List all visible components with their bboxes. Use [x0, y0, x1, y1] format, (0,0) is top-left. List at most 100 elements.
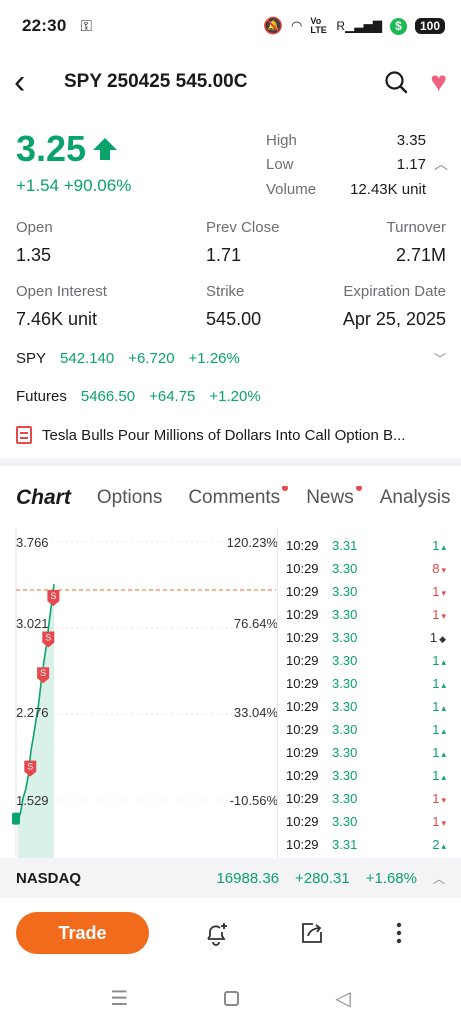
- status-time: 22:30: [22, 16, 67, 35]
- trade-time: 10:29: [286, 699, 319, 714]
- underlying-quote[interactable]: SPY 542.140 +6.720 +1.26% ﹀: [16, 350, 446, 367]
- trade-row: 10:29 3.30 1 ▴: [286, 764, 446, 787]
- tab-chart[interactable]: Chart: [16, 486, 71, 509]
- more-options-icon[interactable]: [395, 920, 403, 946]
- status-icons: 🔕 ◠ Vo LTE R▁▃▅▇ $ 100: [263, 16, 445, 36]
- underlying-pct: +1.26%: [188, 350, 240, 367]
- search-icon[interactable]: [384, 70, 408, 94]
- open-label: Open: [16, 218, 53, 236]
- strike-value: 545.00: [206, 308, 262, 329]
- trade-volume-value: 1: [432, 745, 440, 760]
- open-interest-label: Open Interest: [16, 282, 107, 300]
- index-ticker-bar[interactable]: NASDAQ 16988.36 +280.31 +1.68% ︿: [0, 858, 461, 898]
- trade-row: 10:29 3.30 1 ▾: [286, 810, 446, 833]
- pct-label-top: 120.23%: [226, 535, 278, 550]
- sell-marker[interactable]: S: [37, 667, 50, 684]
- news-document-icon: [16, 426, 32, 444]
- page-title: SPY 250425 545.00C: [64, 71, 248, 92]
- trade-price: 3.30: [332, 722, 358, 737]
- price-block: 3.25 +1.54 +90.06%: [16, 128, 216, 196]
- tab-bar: Chart Options Comments News Analysis: [16, 486, 461, 510]
- trade-row: 10:29 3.30 1 ▴: [286, 672, 446, 695]
- tab-options[interactable]: Options: [96, 487, 163, 508]
- trade-price: 3.30: [332, 791, 358, 806]
- trade-price: 3.30: [332, 561, 358, 576]
- trade-volume: 1 ▴: [432, 722, 446, 737]
- trade-row: 10:29 3.30 1 ▴: [286, 695, 446, 718]
- tab-news[interactable]: News: [306, 486, 362, 509]
- tab-analysis[interactable]: Analysis: [379, 487, 451, 508]
- trade-direction-icon: ▾: [441, 795, 446, 805]
- sell-marker[interactable]: S: [42, 631, 55, 648]
- trade-volume-value: 1: [432, 653, 440, 668]
- trade-price: 3.30: [332, 630, 358, 645]
- trade-direction-icon: ▴: [441, 680, 446, 690]
- back-arrow-icon[interactable]: ‹: [14, 63, 26, 101]
- bottom-action-bar: Trade: [0, 902, 461, 964]
- trade-volume: 1 ▴: [432, 745, 446, 760]
- trade-time: 10:29: [286, 561, 319, 576]
- battery-indicator: 100: [414, 18, 445, 34]
- trade-price: 3.30: [332, 607, 358, 622]
- price-change: +1.54 +90.06%: [16, 176, 216, 196]
- trade-time: 10:29: [286, 745, 319, 760]
- trade-time: 10:29: [286, 722, 319, 737]
- trade-time: 10:29: [286, 676, 319, 691]
- pct-label-2: 76.64%: [233, 616, 278, 631]
- turnover-label: Turnover: [386, 218, 446, 236]
- back-triangle-icon[interactable]: ◁: [335, 987, 351, 1010]
- chart-separator: [277, 528, 278, 858]
- prev-close-value: 1.71: [206, 244, 242, 265]
- intraday-chart[interactable]: S S S S 3.766 3.021 2.276 1.529 120.23% 76.…: [0, 528, 282, 858]
- favorite-heart-icon[interactable]: ♥: [430, 66, 447, 97]
- trade-button[interactable]: Trade: [16, 912, 149, 954]
- chart-canvas[interactable]: S S S S: [0, 528, 282, 858]
- trade-direction-icon: ▾: [441, 611, 446, 621]
- trade-price: 3.31: [332, 837, 358, 852]
- notification-dot: [282, 486, 289, 491]
- expiration-label: Expiration Date: [343, 282, 446, 300]
- trade-row: 10:29 3.31 2 ▴: [286, 833, 446, 856]
- notification-dot: [355, 486, 362, 491]
- recents-menu-icon[interactable]: ☰: [110, 987, 129, 1010]
- news-headline[interactable]: Tesla Bulls Pour Millions of Dollars Int…: [42, 426, 406, 444]
- trade-volume-value: 1: [432, 607, 440, 622]
- trade-volume-value: 8: [432, 561, 440, 576]
- index-price: 16988.36: [216, 869, 280, 887]
- trade-row: 10:29 3.30 1 ▾: [286, 580, 446, 603]
- futures-name: Futures: [16, 388, 67, 405]
- sell-marker[interactable]: S: [47, 589, 60, 606]
- trade-price: 3.30: [332, 814, 358, 829]
- tab-news-label: News: [306, 487, 354, 508]
- expand-chevron-icon[interactable]: ﹀: [433, 352, 446, 366]
- signal-icon: R▁▃▅▇: [336, 19, 382, 33]
- trade-direction-icon: ◆: [439, 634, 446, 644]
- price-alert-bell-icon[interactable]: [203, 920, 229, 946]
- futures-quote[interactable]: Futures 5466.50 +64.75 +1.20%: [16, 388, 446, 405]
- tab-comments[interactable]: Comments: [188, 486, 289, 509]
- trade-row: 10:29 3.30 8 ▾: [286, 557, 446, 580]
- trade-row: 10:29 3.30 1 ▾: [286, 603, 446, 626]
- trade-row: 10:29 3.30 1 ▴: [286, 649, 446, 672]
- trade-volume-value: 1: [432, 768, 440, 783]
- expand-up-chevron-icon[interactable]: ︿: [432, 871, 445, 886]
- trade-direction-icon: ▾: [441, 818, 446, 828]
- news-headline-row[interactable]: Tesla Bulls Pour Millions of Dollars Int…: [16, 426, 446, 444]
- time-and-sales-list[interactable]: 10:29 3.31 1 ▴ 10:29 3.30 8 ▾ 10:29 3.30 1 ▾ 10:29 3.…: [286, 534, 446, 856]
- low-value: 1.17: [396, 156, 426, 174]
- buy-marker[interactable]: [12, 812, 20, 825]
- sell-marker[interactable]: S: [24, 760, 37, 777]
- share-icon[interactable]: [299, 920, 325, 946]
- y-label-3: 2.276: [16, 705, 49, 720]
- trade-volume: 1 ▾: [432, 584, 446, 599]
- trade-row: 10:29 3.30 1 ◆: [286, 626, 446, 649]
- home-square-icon[interactable]: [224, 990, 240, 1006]
- sell-marker-label: S: [27, 762, 33, 772]
- trade-direction-icon: ▾: [441, 565, 446, 575]
- trade-time: 10:29: [286, 630, 319, 645]
- trade-volume: 1 ▾: [432, 791, 446, 806]
- volume-label: Volume: [266, 180, 317, 198]
- trade-volume: 1 ▴: [432, 538, 446, 553]
- volte-label: Vo LTE: [310, 16, 327, 35]
- collapse-chevron-icon[interactable]: ︿: [434, 156, 448, 172]
